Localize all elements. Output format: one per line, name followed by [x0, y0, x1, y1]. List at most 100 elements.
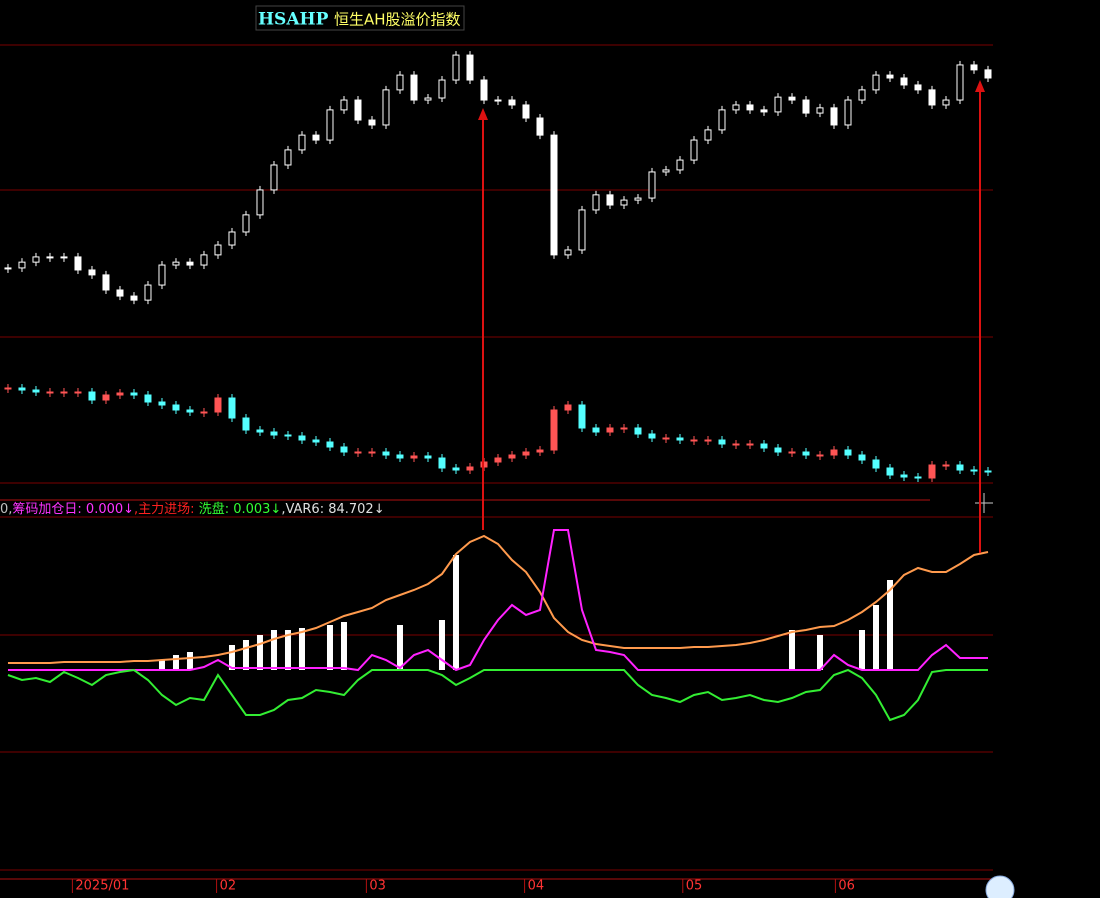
candle-body — [256, 189, 264, 216]
candle-body — [718, 109, 726, 131]
candle-body — [172, 261, 180, 266]
candle-body — [690, 439, 698, 442]
candle-body — [18, 387, 26, 391]
candle-body — [214, 397, 222, 413]
candle-body — [830, 107, 838, 126]
indicator-line — [7, 529, 988, 672]
corner-button[interactable] — [985, 875, 1015, 898]
candle-body — [816, 454, 824, 457]
candle-body — [760, 443, 768, 449]
bar — [816, 635, 823, 670]
candle-body — [942, 99, 950, 106]
bar — [256, 635, 263, 670]
readout-item: 筹码加仓日: 0.000↓ — [12, 501, 134, 517]
candle-body — [130, 295, 138, 301]
bar — [858, 630, 865, 670]
candle-body — [830, 449, 838, 456]
candle-body — [662, 169, 670, 173]
candle-body — [144, 284, 152, 301]
candle-body — [844, 449, 852, 456]
candle-body — [480, 79, 488, 101]
candle-body — [88, 391, 96, 401]
candle-body — [186, 261, 194, 266]
bar — [452, 555, 459, 670]
candle-body — [914, 476, 922, 479]
candle-body — [494, 457, 502, 463]
candle-body — [970, 64, 978, 71]
candle-body — [732, 104, 740, 111]
candle-body — [60, 256, 68, 259]
candle-body — [228, 231, 236, 246]
bar — [186, 652, 193, 670]
candle-body — [172, 404, 180, 411]
candle-body — [298, 435, 306, 441]
candle-body — [536, 117, 544, 136]
candle-body — [452, 54, 460, 81]
candle-body — [606, 427, 614, 433]
candle-body — [354, 451, 362, 454]
candle-body — [746, 104, 754, 111]
title-box — [255, 5, 465, 31]
candle-body — [158, 264, 166, 286]
bar — [270, 630, 277, 670]
candle-body — [452, 467, 460, 471]
candle-body — [60, 391, 68, 394]
candle-body — [578, 209, 586, 251]
x-tick-label: 04 — [528, 879, 545, 894]
grid — [0, 44, 993, 880]
candle-body — [984, 470, 992, 473]
candle-body — [466, 466, 474, 471]
x-tick-label: 06 — [838, 879, 855, 894]
candle-body — [676, 437, 684, 441]
candle-body — [928, 464, 936, 479]
bar — [886, 580, 893, 670]
readout-item: 0, — [0, 502, 12, 517]
candle-body — [592, 427, 600, 433]
candle-body — [284, 434, 292, 437]
candle-body — [900, 77, 908, 86]
candle-body — [844, 99, 852, 126]
candle-body — [144, 394, 152, 403]
candle-body — [508, 99, 516, 106]
candle-body — [32, 389, 40, 393]
bar — [242, 640, 249, 670]
title: HSAHP — [258, 10, 329, 30]
bar — [172, 655, 179, 670]
candle-body — [326, 109, 334, 141]
candle-body — [522, 104, 530, 119]
candle-body — [620, 427, 628, 430]
candle-body — [536, 449, 544, 453]
candle-body — [368, 451, 376, 454]
candle-body — [298, 134, 306, 151]
candle-body — [620, 199, 628, 206]
candle-body — [88, 269, 96, 276]
marks: 0,筹码加仓日: 0.000↓,主力进场: 洗盘: 0.003↓,VAR6: 8… — [0, 51, 992, 894]
candle-body — [410, 455, 418, 459]
x-tick-label: 05 — [686, 879, 703, 894]
candle-body — [228, 397, 236, 419]
candle-body — [18, 261, 26, 269]
candle-body — [564, 249, 572, 256]
candle-body — [760, 109, 768, 113]
candle-body — [970, 469, 978, 472]
candle-body — [340, 446, 348, 453]
candle-body — [32, 256, 40, 263]
candle-body — [858, 454, 866, 461]
bar — [298, 628, 305, 670]
bar — [228, 645, 235, 670]
candle-body — [396, 74, 404, 91]
x-tick-label: 03 — [369, 879, 386, 894]
candle-body — [634, 197, 642, 201]
candle-body — [886, 467, 894, 476]
candle-body — [802, 99, 810, 114]
candle-body — [648, 171, 656, 199]
candle-body — [508, 454, 516, 459]
candle-body — [270, 431, 278, 436]
candle-body — [200, 411, 208, 414]
candle-body — [676, 159, 684, 171]
candle-body — [270, 164, 278, 191]
candle-body — [900, 474, 908, 478]
candle-body — [662, 437, 670, 440]
